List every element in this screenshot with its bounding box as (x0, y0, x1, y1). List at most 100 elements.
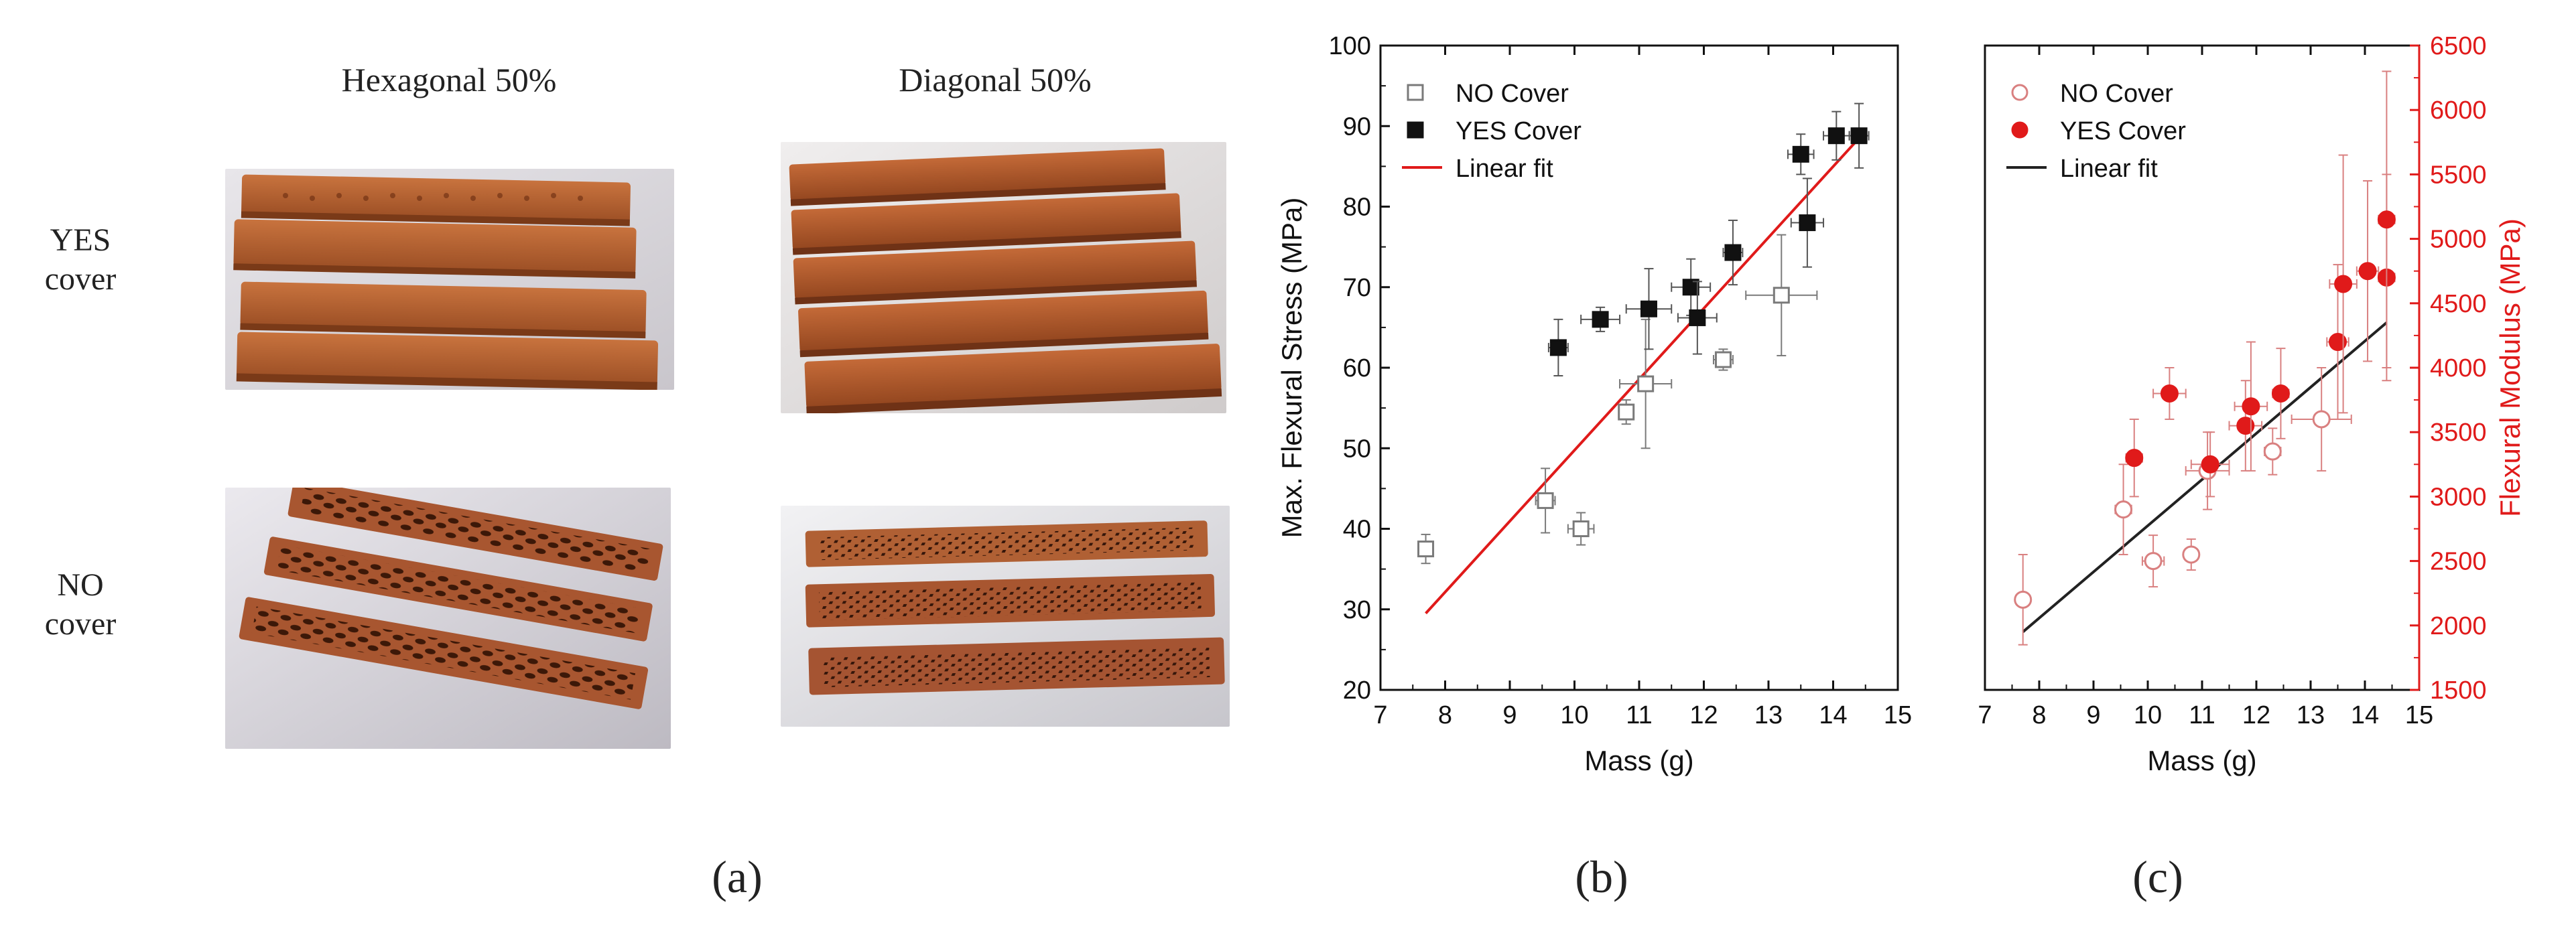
y-tick-label: 6000 (2430, 96, 2487, 125)
legend-label: NO Cover (2060, 80, 2173, 108)
open-square-marker (1714, 351, 1732, 368)
data-point (1535, 468, 1556, 534)
data-point (1790, 177, 1825, 268)
x-tick-label: 14 (1819, 701, 1847, 729)
caption-b: (b) (1575, 851, 1628, 902)
y-tick-label: 5000 (2430, 226, 2487, 254)
x-tick-label: 10 (1560, 701, 1588, 729)
legend-label: Linear fit (1456, 155, 1553, 183)
x-axis-label: Mass (g) (2147, 745, 2256, 776)
open-square-marker (1773, 287, 1790, 304)
data-point (2190, 431, 2230, 498)
y-tick-label: 30 (1343, 596, 1371, 624)
x-axis-label: Mass (g) (1584, 745, 1693, 776)
data-point (1712, 348, 1734, 371)
filled-circle-marker (2358, 262, 2377, 281)
data-point (1787, 133, 1815, 175)
filled-square-marker (1549, 339, 1567, 356)
data-point (1567, 512, 1595, 546)
y-tick-label: 60 (1343, 354, 1371, 382)
open-square-marker (1537, 492, 1554, 509)
filled-circle-marker (2236, 417, 2255, 435)
data-point (2263, 427, 2282, 476)
data-point (1580, 306, 1621, 332)
filled-circle-marker (2377, 210, 2396, 229)
y-tick-label: 3000 (2430, 483, 2487, 511)
y-tick-label: 50 (1343, 435, 1371, 463)
data-point (1547, 318, 1569, 377)
open-square-marker (1618, 403, 1635, 421)
y-tick-label: 90 (1343, 113, 1371, 141)
data-point (2114, 463, 2133, 555)
x-tick-label: 7 (1978, 701, 1992, 729)
data-point (1677, 281, 1718, 355)
x-tick-label: 12 (2242, 701, 2270, 729)
data-point (1722, 219, 1744, 286)
x-tick-label: 9 (1502, 701, 1517, 729)
y-tick-label: 2500 (2430, 548, 2487, 576)
filled-square-marker (1799, 214, 1816, 232)
data-point (2377, 70, 2396, 368)
x-tick-label: 10 (2134, 701, 2162, 729)
open-circle-marker (2263, 442, 2282, 461)
y-tick-label: 80 (1343, 194, 1371, 222)
x-tick-label: 8 (2032, 701, 2046, 729)
y-tick-label: 70 (1343, 274, 1371, 302)
open-square-marker (1417, 541, 1435, 558)
data-point (1618, 399, 1635, 425)
legend-label: NO Cover (1456, 80, 1569, 108)
filled-circle-marker (2125, 449, 2144, 468)
open-square-marker (1572, 520, 1590, 537)
y-tick-label: 40 (1343, 516, 1371, 544)
column-header-hexagonal: Hexagonal 50% (341, 61, 557, 98)
x-tick-label: 8 (1438, 701, 1452, 729)
caption-c: (c) (2132, 851, 2183, 902)
data-point (2329, 154, 2358, 414)
legend-marker (2011, 84, 2028, 101)
column-header-diagonal: Diagonal 50% (899, 61, 1092, 98)
y-tick-label: 20 (1343, 676, 1371, 705)
photo-diagonal-no-cover (781, 506, 1230, 727)
open-circle-marker (2144, 552, 2163, 571)
y-tick-label: 1500 (2430, 676, 2487, 705)
x-tick-label: 11 (2189, 701, 2215, 729)
filled-circle-marker (2329, 333, 2347, 352)
data-point (1671, 258, 1712, 316)
legend-marker (2011, 121, 2028, 139)
legend: NO Cover YES Cover Linear fit (2006, 80, 2186, 183)
chart-b-flexural-stress: 7 8 9 10 11 12 13 14 15 20 30 40 50 60 70 80 90 100 Mass (… (1276, 32, 1912, 776)
x-tick-label: 12 (1689, 701, 1718, 729)
legend-marker (1407, 84, 1424, 101)
photo-hexagonal-yes-cover (225, 169, 674, 390)
y-tick-label: 3500 (2430, 419, 2487, 447)
x-tick-label: 13 (2297, 701, 2325, 729)
filled-circle-marker (2242, 397, 2260, 416)
x-tick-label: 7 (1373, 701, 1387, 729)
open-square-marker (1637, 375, 1655, 392)
data-point (1823, 111, 1850, 161)
caption-a: (a) (712, 851, 763, 902)
data-point (1745, 234, 1818, 356)
data-point (2356, 180, 2380, 362)
data-point (1848, 102, 1870, 169)
x-tick-label: 9 (2086, 701, 2100, 729)
row-header-no-cover: NO cover (44, 567, 117, 642)
data-point (2125, 418, 2144, 498)
data-point (2271, 348, 2290, 439)
data-point (2014, 553, 2033, 646)
y-tick-label: 5500 (2430, 161, 2487, 189)
data-point (2152, 367, 2187, 420)
x-tick-label: 13 (1754, 701, 1783, 729)
open-circle-marker (2114, 500, 2133, 519)
y-axis-label: Flexural Modulus (MPa) (2494, 218, 2526, 517)
photo-hexagonal-no-cover (225, 488, 671, 749)
filled-circle-marker (2160, 384, 2179, 403)
x-tick-label: 15 (1884, 701, 1912, 729)
y-tick-label: 4000 (2430, 354, 2487, 382)
filled-square-marker (1640, 300, 1657, 317)
y-tick-label: 100 (1329, 32, 1371, 60)
data-point (2291, 367, 2352, 472)
y-tick-label: 6500 (2430, 32, 2487, 60)
data-point (2228, 380, 2263, 472)
